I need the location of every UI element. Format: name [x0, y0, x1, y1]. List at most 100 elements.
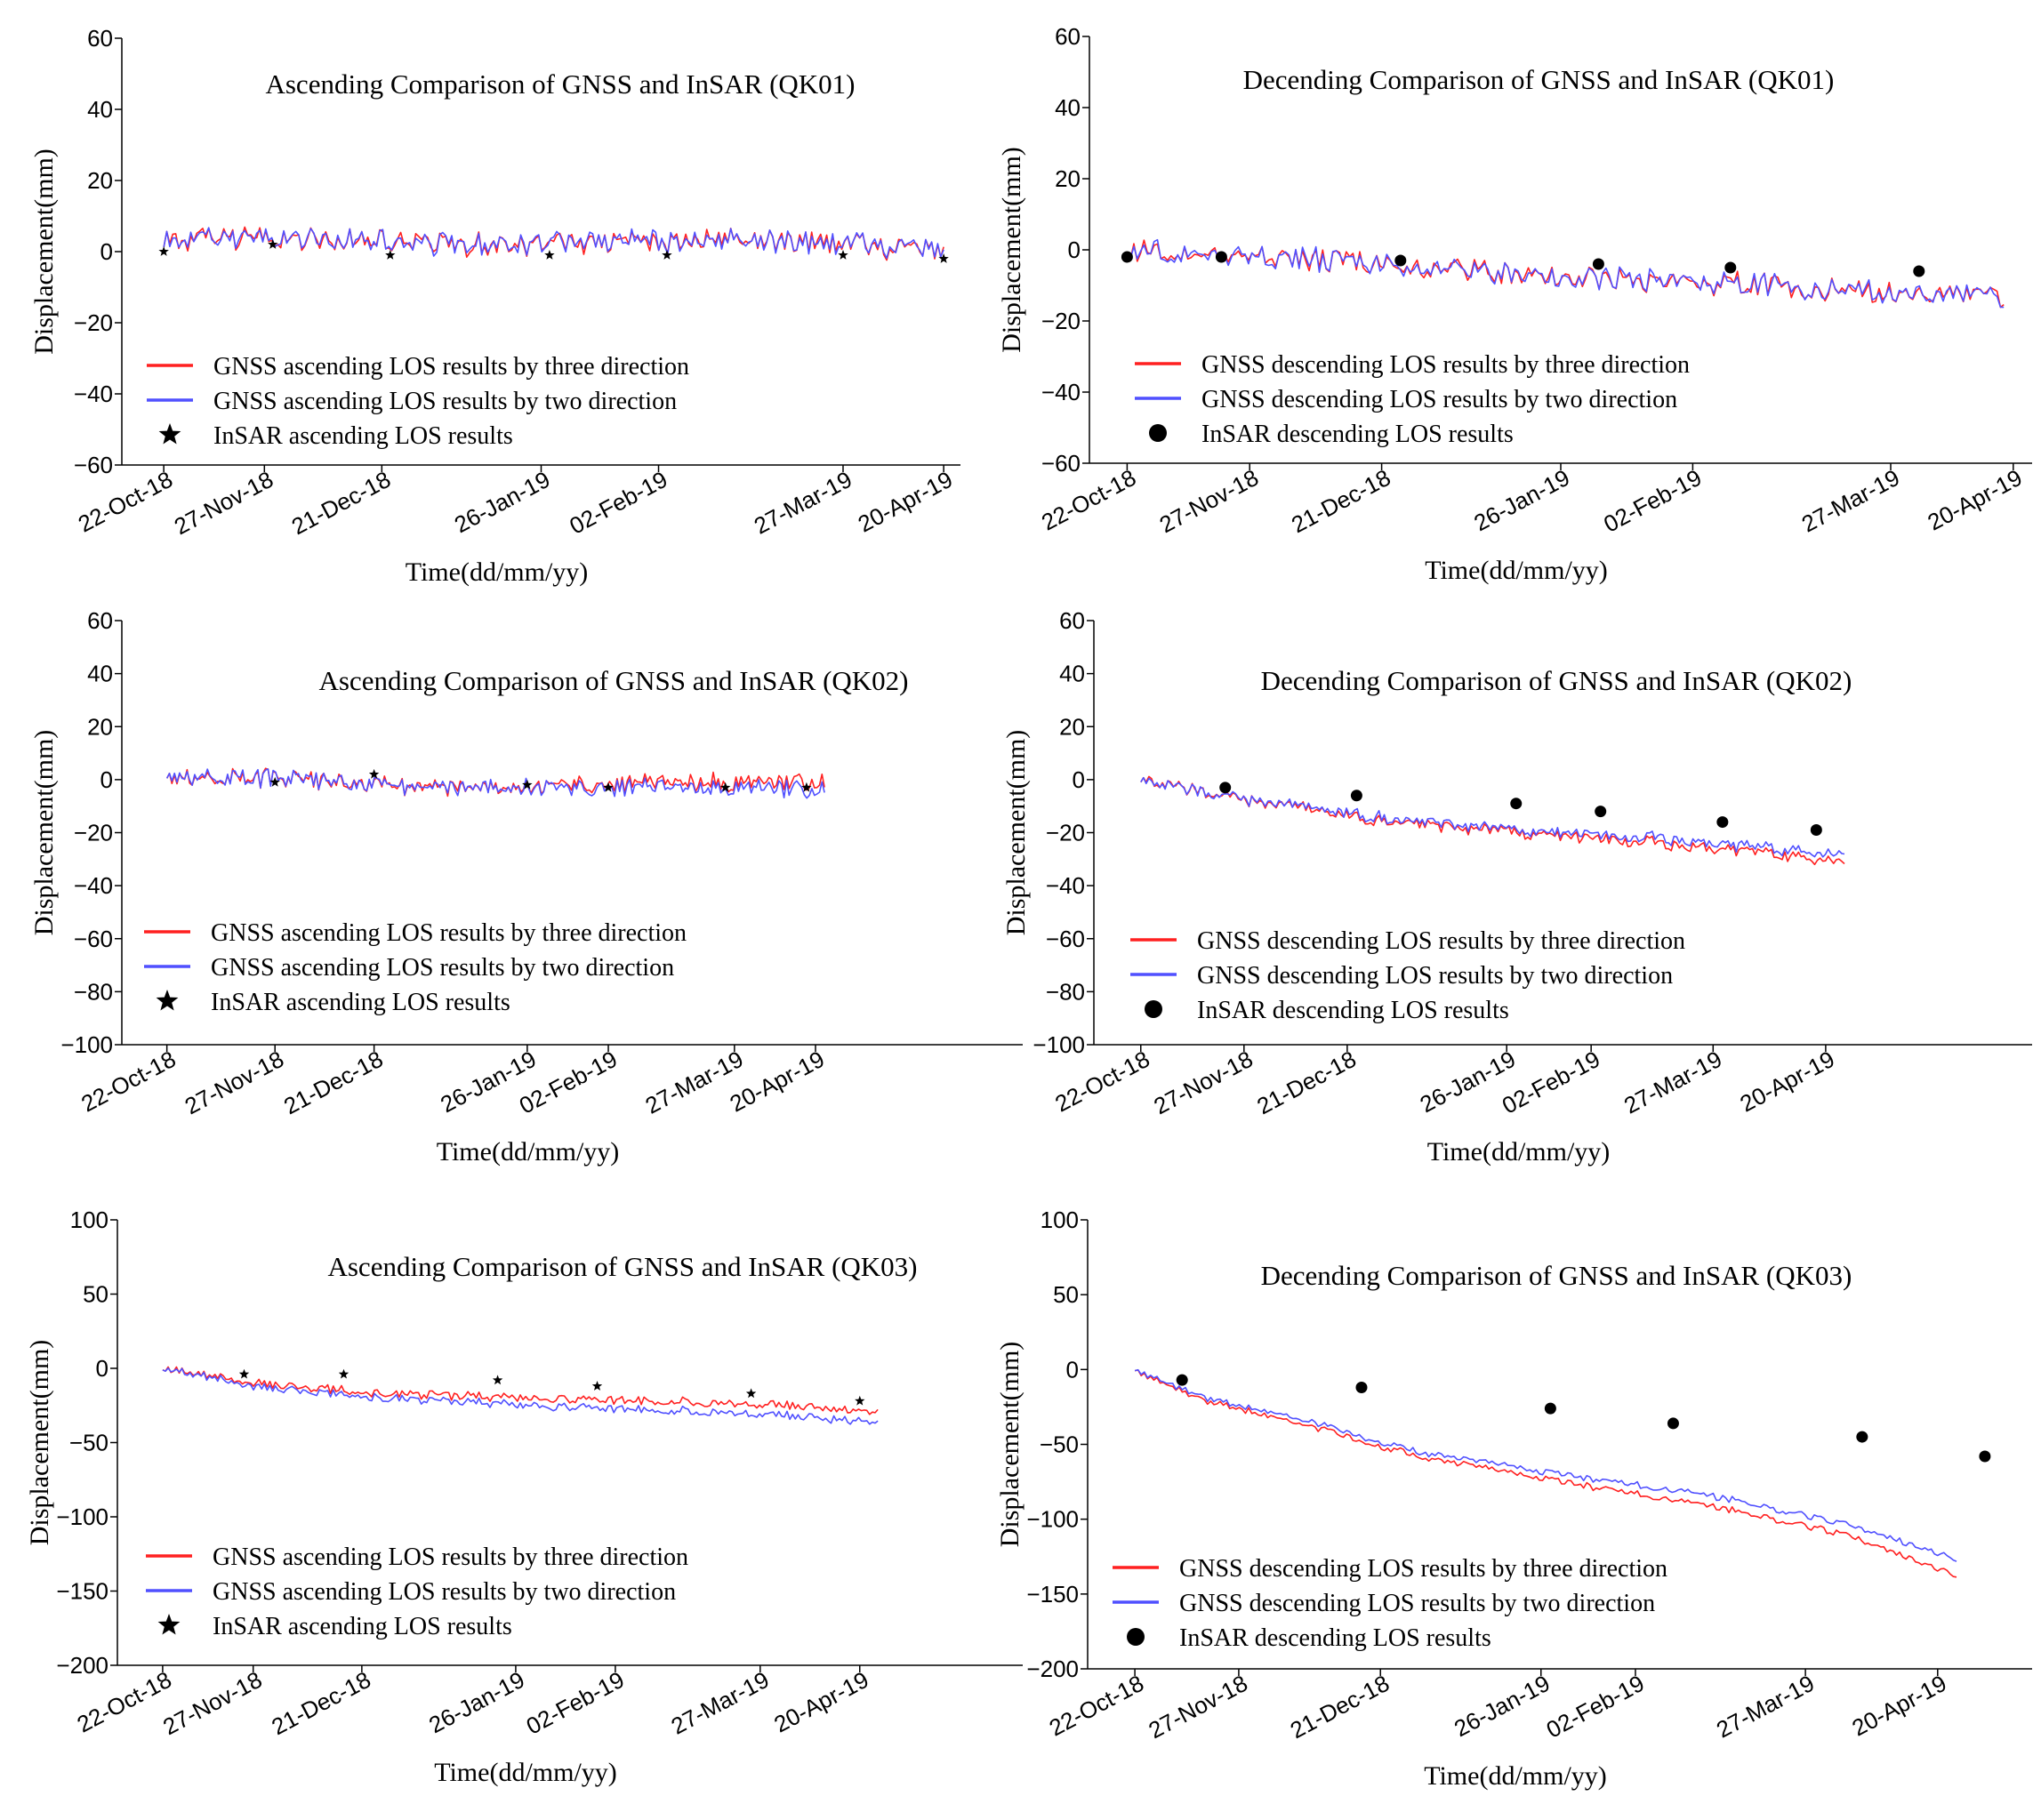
x-tick-label: 27-Mar-19 — [1797, 464, 1904, 538]
y-tick-label: 40 — [1055, 94, 1081, 121]
legend-label: GNSS ascending LOS results by two direct… — [213, 1578, 676, 1606]
insar-point — [855, 1395, 865, 1406]
x-tick-label: 27-Nov-18 — [181, 1046, 288, 1119]
insar-point — [745, 1388, 757, 1399]
x-tick-label: 20-Apr-19 — [854, 466, 957, 538]
insar-point — [238, 1368, 250, 1379]
x-tick-label: 02-Feb-19 — [1599, 464, 1706, 538]
series-line-three-direction — [1134, 1369, 1957, 1578]
x-tick-label: 26-Jan-19 — [1469, 464, 1573, 536]
y-tick-label: −40 — [74, 381, 113, 407]
x-tick-label: 02-Feb-19 — [1498, 1046, 1604, 1119]
y-tick-label: −100 — [1033, 1031, 1085, 1058]
x-axis-label: Time(dd/mm/yy) — [1427, 1137, 1611, 1167]
insar-point — [158, 246, 169, 256]
y-tick-label: −20 — [74, 309, 113, 336]
y-tick-label: −150 — [1026, 1581, 1079, 1608]
x-tick-label: 27-Nov-18 — [1149, 1046, 1257, 1119]
x-tick-label: 27-Mar-19 — [750, 466, 856, 540]
legend-label: GNSS descending LOS results by three dir… — [1179, 1555, 1667, 1583]
y-tick-label: 60 — [1055, 23, 1081, 50]
y-tick-label: −60 — [1046, 926, 1085, 952]
y-tick-label: 20 — [87, 167, 113, 194]
insar-point — [662, 250, 672, 260]
insar-point — [544, 250, 555, 260]
y-tick-label: −80 — [74, 978, 113, 1005]
legend-swatch-insar — [156, 990, 179, 1011]
legend-label: GNSS ascending LOS results by two direct… — [211, 954, 674, 982]
y-tick-label: 20 — [1055, 165, 1081, 192]
y-tick-label: 0 — [100, 238, 113, 265]
y-axis-label: Displacement(mm) — [995, 1342, 1025, 1548]
insar-point — [1544, 1402, 1556, 1415]
legend-label: GNSS ascending LOS results by three dire… — [213, 1543, 688, 1571]
y-tick-label: 100 — [70, 1207, 108, 1233]
series-line-three-direction — [1140, 775, 1845, 866]
y-axis-label: Displacement(mm) — [25, 1340, 54, 1546]
x-tick-label: 27-Nov-18 — [1144, 1670, 1251, 1744]
y-tick-label: 60 — [87, 607, 113, 634]
legend-label: GNSS descending LOS results by two direc… — [1201, 386, 1677, 413]
x-axis-label: Time(dd/mm/yy) — [437, 1137, 620, 1167]
x-tick-label: 27-Mar-19 — [1619, 1046, 1726, 1119]
y-tick-label: 60 — [1059, 607, 1085, 634]
y-axis-label: Displacement(mm) — [29, 730, 59, 936]
legend-swatch-insar — [1149, 424, 1167, 442]
x-tick-label: 26-Jan-19 — [450, 466, 554, 538]
y-tick-label: −60 — [1041, 450, 1081, 477]
y-tick-label: 0 — [1066, 1356, 1079, 1383]
insar-point — [1219, 782, 1232, 794]
y-axis-label: Displacement(mm) — [1001, 730, 1031, 936]
chart-title: Ascending Comparison of GNSS and InSAR (… — [327, 1251, 917, 1282]
y-tick-label: −100 — [60, 1031, 113, 1058]
legend: GNSS ascending LOS results by three dire… — [146, 1543, 688, 1640]
insar-point — [1856, 1431, 1868, 1443]
legend-swatch-insar — [157, 1614, 181, 1635]
series-line-three-direction — [162, 1366, 879, 1415]
series-line-two-direction — [1140, 776, 1845, 858]
y-tick-label: 20 — [1059, 713, 1085, 740]
insar-point — [1810, 824, 1822, 837]
series-line-two-direction — [163, 227, 944, 260]
legend-label: GNSS descending LOS results by three dir… — [1201, 351, 1690, 379]
insar-point — [1724, 261, 1737, 274]
x-axis-label: Time(dd/mm/yy) — [434, 1758, 617, 1787]
x-tick-label: 27-Mar-19 — [1712, 1670, 1819, 1744]
y-tick-label: 20 — [87, 713, 113, 740]
x-tick-label: 26-Jan-19 — [1450, 1670, 1554, 1742]
series-line-two-direction — [1134, 1368, 1957, 1562]
x-tick-label: 21-Dec-18 — [1286, 1670, 1394, 1744]
insar-point — [522, 779, 533, 790]
insar-point — [603, 782, 614, 792]
legend-label: InSAR descending LOS results — [1201, 421, 1514, 448]
chart-title: Decending Comparison of GNSS and InSAR (… — [1261, 665, 1852, 696]
legend-label: InSAR ascending LOS results — [211, 989, 510, 1016]
x-tick-label: 21-Dec-18 — [1252, 1046, 1360, 1119]
insar-point — [938, 253, 949, 263]
y-tick-label: 60 — [87, 25, 113, 52]
legend: GNSS descending LOS results by three dir… — [1113, 1555, 1667, 1652]
y-tick-label: 0 — [1068, 237, 1081, 263]
y-tick-label: −80 — [1046, 978, 1085, 1005]
x-tick-label: 27-Nov-18 — [1155, 464, 1263, 538]
legend-swatch-insar — [1145, 1000, 1162, 1018]
insar-point — [492, 1375, 503, 1385]
x-tick-label: 20-Apr-19 — [769, 1666, 872, 1738]
series-line-two-direction — [162, 1367, 879, 1425]
legend: GNSS ascending LOS results by three dire… — [144, 919, 687, 1016]
y-tick-label: −50 — [1040, 1431, 1079, 1458]
insar-point — [838, 250, 848, 260]
legend-label: GNSS descending LOS results by three dir… — [1197, 927, 1685, 955]
x-tick-label: 21-Dec-18 — [267, 1666, 374, 1740]
y-tick-label: −100 — [56, 1503, 108, 1530]
x-tick-label: 02-Feb-19 — [565, 466, 671, 540]
x-tick-label: 20-Apr-19 — [1736, 1046, 1839, 1118]
y-axis-label: Displacement(mm) — [997, 147, 1026, 353]
chart-title: Decending Comparison of GNSS and InSAR (… — [1243, 64, 1835, 95]
x-tick-label: 20-Apr-19 — [1847, 1670, 1950, 1742]
y-tick-label: −60 — [74, 926, 113, 952]
x-tick-label: 02-Feb-19 — [1542, 1670, 1649, 1744]
